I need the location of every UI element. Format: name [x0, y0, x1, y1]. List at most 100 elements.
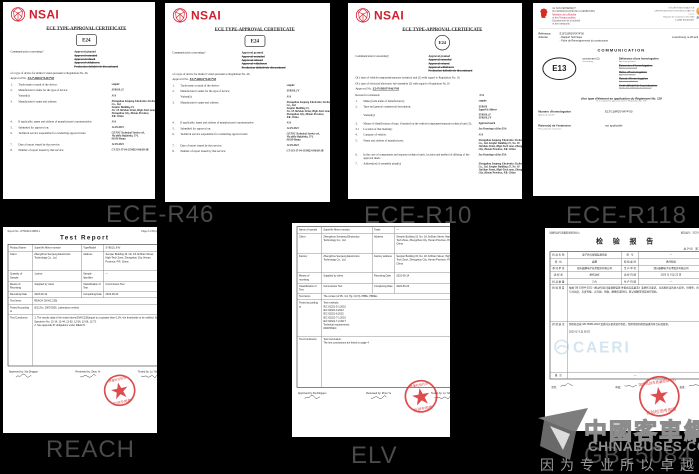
item-value: Approval mark — [478, 121, 496, 125]
approved-by: Approved by:Xia Dingqun — [297, 391, 327, 395]
item-value: N/A — [111, 119, 117, 123]
communication-label: Communication Concerning:² — [355, 54, 390, 58]
row-label: 商 标 — [554, 259, 563, 263]
certificate-item: 7. Date of report issued by that service… — [172, 144, 330, 147]
option-french: Délivrance d'une homologation — [618, 57, 659, 61]
row-label: Factory — [298, 254, 308, 258]
nsai-logo-icon — [10, 7, 26, 22]
certificate-title: ECE TYPE-APPROVAL CERTIFICATE — [402, 26, 483, 32]
row-label-2: 送样日期 — [621, 271, 639, 279]
row-value-2: — — [638, 251, 699, 259]
item-label: Manufacturer's name and address: — [18, 99, 57, 103]
item-number: 2. — [355, 104, 358, 109]
certificate-item: 1. Make (trade name of manufacturer): se… — [355, 99, 522, 102]
item-value: See Drawings of the ESA — [478, 152, 507, 156]
place-date: Luxembourg, le 28 avril 2020 — [672, 35, 699, 39]
item-value: Zhengzhou Senpeng Electronics Technology… — [478, 161, 522, 174]
snch-logo-icon — [696, 6, 699, 15]
item-label: Technical service responsible for conduc… — [180, 132, 249, 136]
concerning-label: concernant (2) concerning — [582, 57, 600, 63]
item-number: 5. — [172, 126, 175, 130]
table-row: Client Zhengzhou Senpeng Electronics Tec… — [297, 233, 450, 254]
item-value: CETOC Technical Service srl, Via della B… — [286, 132, 320, 142]
item-label: Submitted for approval on: — [180, 126, 211, 130]
item-number: 1. — [355, 99, 358, 103]
nsai-logo-icon — [172, 8, 188, 23]
row-value-2: --- — [394, 226, 450, 234]
certificate-ece-r10: NSAI ECE TYPE-APPROVAL CERTIFICATE E24 C… — [348, 3, 522, 199]
tested-by: Tested by: Lu Yiding — [430, 391, 450, 395]
nsai-header: NSAI — [355, 8, 522, 23]
extension-reason-row: Raison(s) de l'extension Reason(s) for ex… — [538, 123, 623, 131]
option-french: Extension d'homologation — [618, 64, 653, 68]
item-label: Type and general commercial description: — [363, 104, 411, 109]
certificate-item: 4. If applicable, name and address of ma… — [10, 120, 155, 123]
approver-label: 批准： — [679, 385, 687, 389]
approval-option: Approval refused — [241, 58, 263, 62]
certificate-title: ECE TYPE-APPROVAL CERTIFICATE — [214, 26, 295, 32]
item-value: N/A — [111, 93, 117, 97]
certificate-subject: Of a type of vehicle/component/separate … — [355, 75, 461, 79]
svg-text:质量检验检测: 质量检验检测 — [409, 381, 428, 389]
tested-by: Tested by: Lu Yiding — [137, 370, 157, 374]
item-number: 1. — [10, 82, 13, 86]
signature-icon — [560, 383, 573, 388]
item-number — [172, 95, 180, 98]
certificate-item: 8. Number of report issued by that servi… — [10, 148, 155, 151]
item-number: 6. — [10, 131, 13, 135]
certificate-item: 4. If applicable, name and address of ma… — [172, 121, 330, 124]
item-number: 3.1 — [355, 127, 359, 131]
table-row: Means of Receiving Supplied by client Cl… — [8, 281, 157, 292]
certificate-item: 4. Category of vehicle: N/A — [355, 133, 522, 136]
row-value-2: Senpier Building 15, No. 18 JinShan Stre… — [394, 253, 450, 273]
item-label: Means of identification of type, if mark… — [363, 121, 472, 125]
certificate-subject: of a type of device for indirect vision … — [10, 71, 89, 75]
report-number: Report No.: WTS2023-10863-1 — [7, 230, 40, 233]
row-label-2: Type/Model — [81, 244, 103, 251]
option-french: Refus d'homologation — [618, 70, 648, 74]
item-value: Zhengzhou Senpeng Electronics Technology… — [286, 100, 330, 119]
certificate-item: 3. Manufacturer's name and address: Zhen… — [172, 101, 330, 119]
table-row: Receiving Date 2023-06-14 Completing Dat… — [8, 291, 157, 299]
approval-option: Approval extended — [428, 57, 452, 62]
row-value-2: 委托检验 — [638, 258, 699, 265]
chief-inspector-label: 主检： — [550, 385, 559, 389]
row-value: 2 台 — [566, 278, 622, 285]
row-value-2: SY8010_II/IV — [103, 244, 157, 251]
red-stamp-icon: 检验检测专用章 国家机动车质量检验中心 — [638, 375, 680, 417]
item-number: 5. — [10, 125, 13, 129]
approval-option: Production definitively discontinued — [74, 64, 119, 68]
certificate-item: 7. Date of report issued by that service… — [10, 143, 155, 146]
report-number: 报告编号：2023-0928 — [680, 231, 699, 235]
row-value-2: Commission Test — [103, 281, 157, 292]
reference-block: Référence: E13*118R03*0474*00 Annexe: - … — [538, 32, 699, 43]
row-value-2: Senpier Building 15, No. 18 JinShan Stre… — [103, 251, 157, 271]
certificate-item: 1. Trade name or mark of the device: sen… — [10, 83, 155, 86]
row-value: 1. The results data of the tested items(… — [32, 314, 157, 366]
row-value-2: 2023-06-23 — [103, 291, 157, 298]
item-label: Manufacturer's name for the type of devi… — [18, 88, 68, 92]
item-number: 7. — [172, 143, 175, 147]
row-label: Test Conclusion — [298, 337, 317, 341]
certificate-item: 6. Technical service responsible for con… — [172, 132, 330, 141]
snch-wordmark: snch — [696, 15, 699, 20]
row-value: — — [566, 372, 699, 379]
reach-test-report: Report No.: WTS2023-10863-1 Page 2 of 36… — [3, 227, 157, 433]
certificate-item: 2. Type and general commercial descripti… — [355, 105, 522, 111]
label-ece-r118: ECE-R118 — [566, 202, 687, 229]
row-value: 1 piece — [32, 270, 81, 281]
item-number: 4. — [10, 119, 13, 124]
item-number: 6. — [172, 132, 175, 136]
svg-text:检验检测专用章: 检验检测专用章 — [646, 405, 678, 416]
table-row: Quantity of Sample 1 piece Sample Identi… — [8, 270, 157, 282]
item-number: 3. — [172, 100, 175, 104]
option-french: Arrêt définitif de la production — [618, 84, 658, 88]
item-label: If applicable, name and address of manuf… — [180, 120, 254, 125]
approval-option: Arrêt définitif de la production Product… — [619, 84, 699, 89]
agency-name: 国家机动车质量检验检测中心 — [549, 231, 580, 235]
row-label-2: Sample Identifier — [81, 270, 103, 281]
approval-options: Approval granted Approval extended Approva… — [428, 54, 522, 72]
row-value: 郑州森鹏电子技术股份有限公司 — [566, 265, 622, 272]
communication-label: Communication concerning:² — [172, 50, 206, 55]
svg-text:检测专用章: 检测专用章 — [413, 404, 433, 412]
